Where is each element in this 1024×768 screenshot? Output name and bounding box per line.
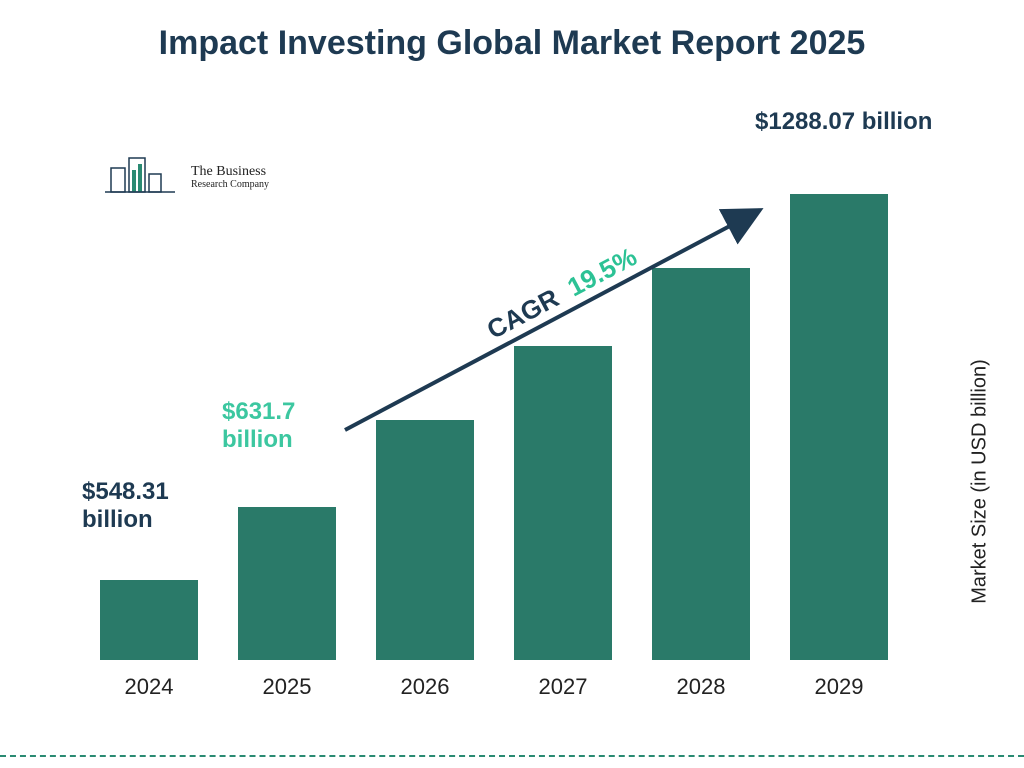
chart-title: Impact Investing Global Market Report 20… [0,24,1024,63]
x-axis-label: 2027 [504,674,622,700]
bar [238,507,336,660]
value-label: $548.31 billion [82,478,212,533]
x-axis-label: 2029 [780,674,898,700]
x-axis-label: 2026 [366,674,484,700]
value-label: $631.7 billion [222,398,352,453]
x-axis-label: 2024 [90,674,208,700]
bar [652,268,750,660]
value-label: $1288.07 billion [755,108,975,136]
bar [514,346,612,660]
x-axis-label: 2025 [228,674,346,700]
footer-divider [0,755,1024,757]
y-axis-label: Market Size (in USD billion) [969,352,992,612]
x-axis-label: 2028 [642,674,760,700]
bar-chart: 2024 2025 2026 2027 2028 2029 [90,130,930,710]
bar [376,420,474,660]
bar [790,194,888,660]
page-root: Impact Investing Global Market Report 20… [0,0,1024,768]
bar [100,580,198,660]
